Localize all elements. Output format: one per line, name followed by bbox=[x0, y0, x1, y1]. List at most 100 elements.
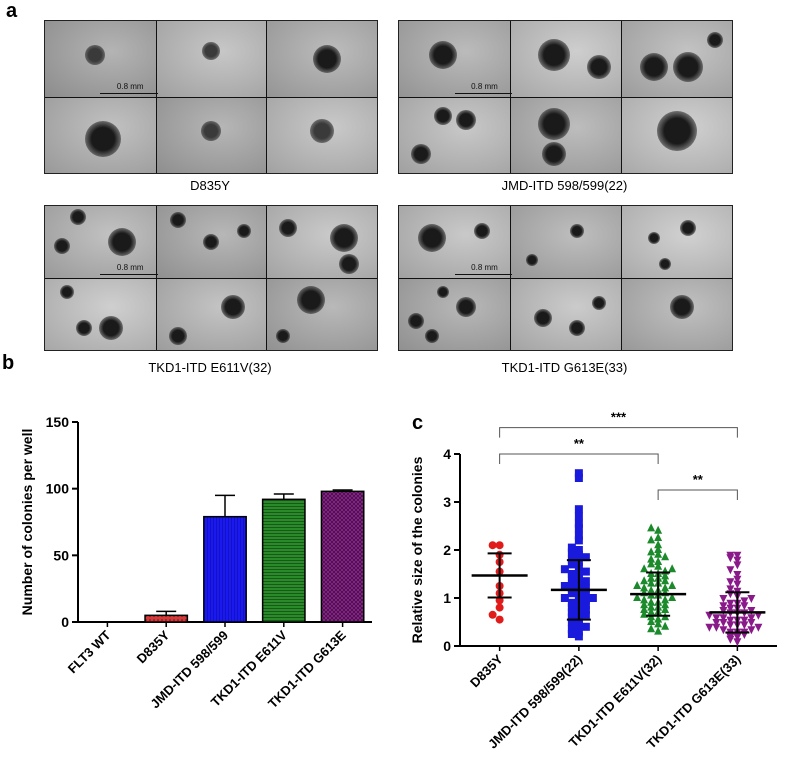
data-point bbox=[567, 618, 576, 626]
significance-label: ** bbox=[693, 472, 704, 487]
data-point bbox=[574, 505, 583, 514]
data-point bbox=[726, 551, 735, 560]
colony-blob bbox=[474, 223, 491, 240]
colony-blob bbox=[279, 218, 298, 237]
bar bbox=[261, 498, 306, 623]
micrograph-cell bbox=[266, 278, 377, 350]
data-point bbox=[574, 469, 583, 478]
colony-blob bbox=[70, 208, 87, 225]
scale-bar-label: 0.8 mm bbox=[116, 82, 144, 91]
colony-blob bbox=[670, 294, 695, 319]
colony-blob bbox=[640, 52, 669, 81]
colony-blob bbox=[455, 296, 476, 317]
scale-bar-label: 0.8 mm bbox=[471, 263, 498, 272]
colony-blob bbox=[168, 326, 187, 345]
data-point bbox=[633, 581, 642, 589]
data-point bbox=[574, 627, 583, 636]
micrograph-cell bbox=[155, 21, 267, 97]
micrograph-cell bbox=[510, 21, 621, 97]
x-tick-label: FLT3 WT bbox=[65, 627, 114, 676]
data-point bbox=[640, 605, 649, 613]
scale-bar bbox=[100, 274, 158, 275]
colony-blob bbox=[309, 119, 334, 144]
data-point bbox=[647, 554, 656, 563]
data-point bbox=[654, 619, 663, 628]
data-point bbox=[647, 535, 656, 544]
y-tick-label: 3 bbox=[443, 494, 451, 510]
data-point bbox=[647, 578, 656, 587]
data-point bbox=[747, 607, 756, 615]
data-point bbox=[733, 556, 742, 565]
micrograph-cell bbox=[45, 97, 156, 173]
scale-bar bbox=[100, 93, 158, 94]
colony-blob bbox=[418, 224, 447, 253]
data-point bbox=[581, 622, 590, 631]
data-point bbox=[661, 605, 670, 613]
data-point bbox=[581, 567, 590, 576]
data-point bbox=[733, 633, 742, 642]
data-point bbox=[574, 550, 583, 559]
data-point bbox=[567, 579, 576, 588]
data-point bbox=[647, 607, 656, 616]
data-point bbox=[747, 614, 756, 623]
micrograph-cell bbox=[399, 278, 510, 350]
colony-blob bbox=[75, 320, 92, 337]
colony-blob bbox=[296, 285, 325, 314]
colony-blob bbox=[434, 107, 453, 125]
micrograph-cell bbox=[155, 206, 267, 278]
data-point bbox=[661, 583, 670, 592]
data-point bbox=[747, 626, 756, 635]
panel-a-letter: a bbox=[6, 0, 18, 22]
data-point bbox=[640, 564, 649, 573]
y-tick-label: 50 bbox=[53, 547, 69, 563]
colony-blob bbox=[429, 41, 458, 70]
data-point bbox=[747, 595, 756, 603]
micrograph-grid-jmd-itd: 0.8 mm bbox=[398, 20, 733, 174]
micrograph-grid-tkd1-e611v: 0.8 mm bbox=[44, 205, 378, 351]
micrograph-cell bbox=[399, 97, 510, 173]
data-point bbox=[560, 565, 569, 574]
data-point bbox=[654, 540, 663, 549]
data-point bbox=[647, 585, 656, 594]
micrograph-cell bbox=[45, 21, 156, 97]
data-point bbox=[581, 606, 590, 614]
colony-blob bbox=[659, 257, 672, 270]
data-point bbox=[668, 564, 677, 573]
colony-blob bbox=[202, 234, 219, 250]
grid-divider bbox=[399, 278, 732, 279]
data-point bbox=[733, 638, 742, 647]
y-tick-label: 1 bbox=[443, 590, 451, 606]
data-point bbox=[567, 613, 576, 622]
colony-blob bbox=[455, 109, 476, 130]
data-point bbox=[567, 560, 576, 569]
colony-blob bbox=[568, 320, 585, 337]
colony-blob bbox=[538, 39, 571, 72]
significance-label: *** bbox=[611, 410, 627, 425]
micrograph-grid-d835y: 0.8 mm bbox=[44, 20, 378, 174]
data-point bbox=[588, 594, 597, 602]
data-point bbox=[726, 616, 735, 625]
data-point bbox=[640, 600, 649, 609]
data-point bbox=[581, 601, 590, 610]
micrograph-cell bbox=[266, 97, 377, 173]
scale-bar-label: 0.8 mm bbox=[116, 263, 144, 272]
micrograph-cell bbox=[510, 278, 621, 350]
data-point bbox=[581, 584, 590, 593]
colony-blob bbox=[201, 42, 220, 61]
panel-c-letter: c bbox=[412, 412, 424, 434]
data-point bbox=[567, 603, 576, 612]
data-point bbox=[733, 551, 742, 560]
data-point bbox=[581, 596, 590, 605]
colony-blob bbox=[425, 328, 440, 343]
data-point bbox=[726, 599, 735, 608]
colony-blob bbox=[707, 32, 724, 48]
data-point bbox=[740, 621, 749, 630]
scale-bar bbox=[454, 274, 513, 275]
grid-divider bbox=[45, 278, 377, 279]
data-point bbox=[567, 570, 576, 578]
data-point bbox=[661, 600, 670, 609]
data-point bbox=[754, 623, 763, 632]
grid-divider bbox=[399, 97, 732, 98]
data-point bbox=[567, 608, 576, 617]
data-point bbox=[726, 578, 735, 587]
